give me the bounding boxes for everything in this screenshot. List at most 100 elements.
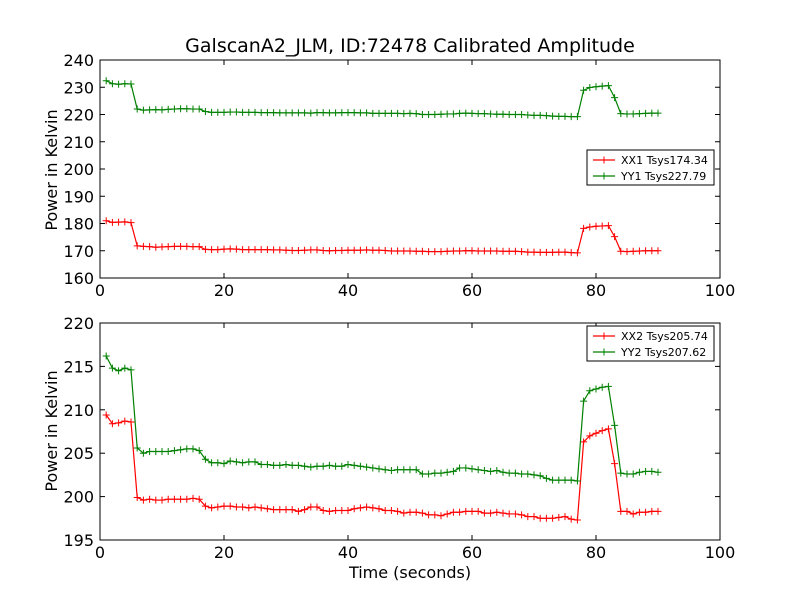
top-series-1-point (226, 245, 234, 253)
top-legend-marker-1 (600, 156, 608, 164)
top-series-2-point (586, 84, 594, 92)
top-y-axis-label: Power in Kelvin (42, 109, 61, 230)
bottom-series-1-point (139, 496, 147, 504)
bottom-series-2-point (611, 421, 619, 429)
top-series-2-point (139, 106, 147, 114)
top-series-2-point (412, 110, 420, 118)
bottom-series-1-point (319, 506, 327, 514)
top-legend-label-2: YY1 Tsys227.79 (620, 170, 706, 183)
bottom-series-2-point (604, 382, 612, 390)
bottom-series-1-point (437, 512, 445, 520)
bottom-series-layer (102, 352, 662, 524)
bottom-series-1-point (468, 507, 476, 515)
bottom-series-1-point (121, 417, 129, 425)
top-series-2-point (257, 109, 265, 117)
bottom-series-2-point (276, 461, 284, 469)
top-series-2-point (573, 113, 581, 121)
bottom-series-2-point (617, 469, 625, 477)
bottom-series-1-point (431, 511, 439, 519)
top-series-2-point (195, 105, 203, 113)
top-series-2-point (356, 109, 364, 117)
top-series-2-point (307, 109, 315, 117)
bottom-series-2-point (412, 466, 420, 474)
top-series-1-point (270, 246, 278, 254)
top-series-1-point (350, 246, 358, 254)
top-y-tick-label: 210 (63, 133, 94, 152)
bottom-series-1-point (617, 507, 625, 515)
bottom-series-1-point (387, 506, 395, 514)
bottom-series-2-point (592, 385, 600, 393)
bottom-series-1-point (301, 506, 309, 514)
bottom-series-2-point (648, 467, 656, 475)
bottom-series-1-point (164, 495, 172, 503)
top-series-2-point (654, 109, 662, 117)
top-x-tick-label: 40 (338, 281, 358, 300)
top-series-2-point (524, 111, 532, 119)
bottom-series-1-point (449, 508, 457, 516)
top-y-tick-label: 230 (63, 78, 94, 97)
top-series-1-point (487, 247, 495, 255)
bottom-series-2-point (499, 468, 507, 476)
bottom-series-1-point (108, 420, 116, 428)
bottom-series-2-point (381, 466, 389, 474)
top-series-2-point (177, 105, 185, 113)
bottom-series-2-point (437, 469, 445, 477)
bottom-series-2-point (369, 464, 377, 472)
top-series-2-point (437, 110, 445, 118)
top-series-2-point (239, 108, 247, 116)
bottom-series-2-point (573, 477, 581, 485)
top-series-2-point (183, 105, 191, 113)
top-series-1-point (164, 243, 172, 251)
bottom-series-1-point (350, 505, 358, 513)
top-series-2-point (133, 105, 141, 113)
top-series-1-point (294, 246, 302, 254)
bottom-series-2-point (542, 474, 550, 482)
bottom-legend-box (586, 325, 715, 362)
bottom-series-1-point (239, 503, 247, 511)
bottom-tick-layer: 0 20 40 60 80 100 195 200 205 210 215 220 (63, 314, 735, 562)
bottom-series-2-point (170, 447, 178, 455)
bottom-series-1-point (412, 508, 420, 516)
top-series-2-point (102, 77, 110, 85)
top-series-1-point (654, 247, 662, 255)
bottom-series-2-point (108, 364, 116, 372)
bottom-series-2-point (580, 397, 588, 405)
top-series-1-point (177, 242, 185, 250)
x-axis-label: Time (seconds) (348, 563, 471, 582)
top-legend: XX1 Tsys174.34 YY1 Tsys227.79 (586, 149, 715, 186)
top-series-1-point (108, 218, 116, 226)
bottom-series-2-point (449, 467, 457, 475)
bottom-series-1-point (288, 506, 296, 514)
bottom-series-2-point (456, 464, 464, 472)
top-series-1-point (102, 217, 110, 225)
bottom-series-1-point (245, 504, 253, 512)
bottom-series-2-point (183, 445, 191, 453)
bottom-legend-marker-1 (600, 332, 608, 340)
bottom-series-1-point (400, 509, 408, 517)
top-series-2-point (431, 111, 439, 118)
top-series-1-point (468, 247, 476, 255)
bottom-series-1-point (133, 493, 141, 501)
top-series-1-point (332, 246, 340, 254)
bottom-series-2-point (561, 476, 569, 484)
top-series-1-point (456, 247, 464, 255)
top-series-1-point (635, 247, 643, 255)
top-series-1-point (201, 245, 209, 253)
chart-title: GalscanA2_JLM, ID:72478 Calibrated Ampli… (185, 35, 635, 57)
bottom-series-1-point (307, 503, 315, 511)
bottom-series-1-point (629, 510, 637, 518)
bottom-series-2-point (431, 469, 439, 477)
bottom-series-1-point (344, 506, 352, 514)
top-series-2-point (108, 80, 116, 88)
top-series-1-point (406, 247, 414, 255)
bottom-series-1-point (363, 503, 371, 511)
top-series-2-point (332, 109, 340, 117)
top-series-1-point (505, 247, 513, 255)
bottom-series-2-point (332, 462, 340, 470)
top-series-2-point (226, 108, 234, 116)
bottom-series-1-point (493, 508, 501, 516)
top-series-1-point (301, 246, 309, 254)
top-series-1-point (325, 247, 333, 255)
bottom-series-2-point (319, 462, 327, 470)
